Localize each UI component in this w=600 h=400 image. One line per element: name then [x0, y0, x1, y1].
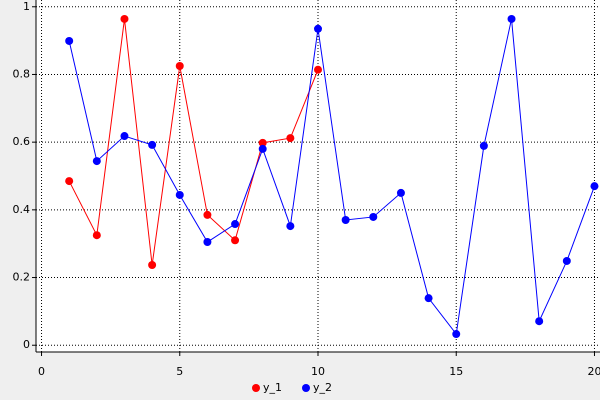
y-tick-label: 0.2 [13, 271, 31, 284]
legend-label: y_1 [263, 381, 282, 394]
x-tick-label: 0 [38, 365, 45, 378]
point [175, 62, 184, 70]
point [507, 14, 516, 23]
point [479, 141, 488, 150]
point [424, 294, 433, 303]
x-tick-label: 10 [311, 365, 325, 378]
point [148, 261, 157, 270]
point [231, 220, 240, 229]
point [369, 212, 378, 221]
point [92, 157, 101, 166]
y-tick-label: 0 [23, 338, 30, 351]
point [452, 330, 461, 339]
point [231, 236, 240, 245]
point [203, 238, 212, 246]
point [65, 36, 74, 45]
y-tick-label: 0.6 [13, 135, 31, 148]
point [120, 132, 129, 141]
point [341, 216, 350, 224]
point [396, 188, 405, 197]
point [258, 138, 267, 147]
series-line [68, 18, 319, 266]
point [148, 140, 157, 149]
legend-marker [252, 384, 260, 392]
x-tick-label: 20 [587, 365, 600, 378]
point [314, 24, 322, 33]
point [120, 14, 129, 23]
legend-marker [302, 384, 310, 392]
series-line [68, 18, 595, 336]
y-tick-label: 0.4 [13, 203, 31, 216]
point [286, 222, 295, 231]
legend-label: y_2 [313, 381, 332, 394]
point [562, 256, 571, 265]
point [535, 317, 544, 326]
x-tick-label: 5 [176, 365, 183, 378]
point [203, 210, 212, 219]
point [175, 190, 184, 199]
point [65, 177, 74, 186]
y-tick-label: 1 [23, 0, 30, 13]
point [590, 182, 599, 191]
point [286, 134, 295, 143]
x-tick-label: 15 [449, 365, 463, 378]
point [314, 65, 322, 74]
point [92, 231, 101, 240]
plot-area [36, 0, 600, 352]
point [258, 144, 267, 153]
y-tick-label: 0.8 [13, 67, 31, 80]
